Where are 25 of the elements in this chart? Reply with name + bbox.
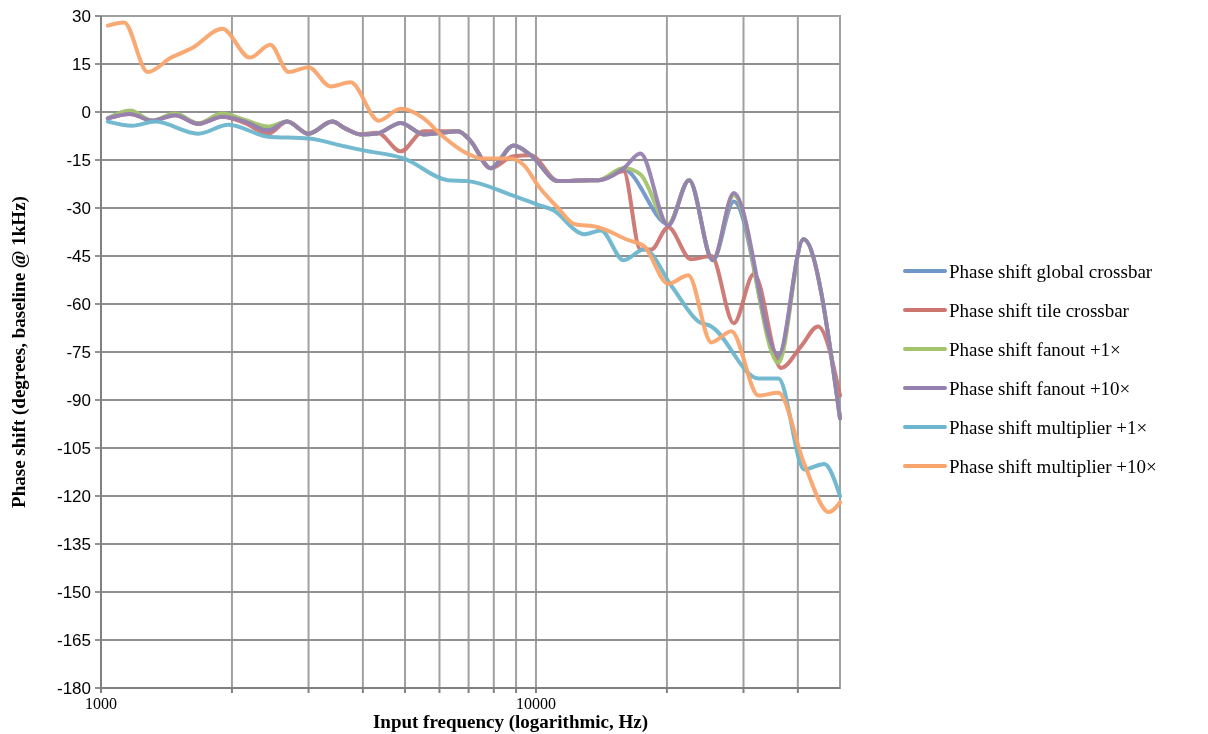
y-tick-label: 0: [81, 102, 91, 122]
y-tick-label: -165: [56, 630, 91, 650]
x-axis-title: Input frequency (logarithmic, Hz): [372, 711, 649, 733]
y-axis-title: Phase shift (degrees, baseline @ 1kHz): [8, 196, 30, 508]
y-tick-label: -135: [56, 534, 91, 554]
y-tick-label: -60: [66, 294, 91, 314]
y-tick-label: 30: [72, 6, 91, 26]
y-tick-label: -105: [56, 438, 91, 458]
y-tick-label: -30: [66, 198, 91, 218]
y-tick-label: -120: [56, 486, 91, 506]
legend-label: Phase shift fanout +1×: [949, 338, 1121, 360]
legend-label: Phase shift multiplier +1×: [949, 416, 1148, 438]
legend-label: Phase shift multiplier +10×: [949, 455, 1157, 477]
legend-label: Phase shift tile crossbar: [949, 299, 1130, 321]
legend-label: Phase shift fanout +10×: [949, 377, 1131, 399]
y-tick-label: -15: [66, 150, 91, 170]
y-tick-label: 15: [72, 54, 91, 74]
x-tick-label: 10000: [515, 695, 556, 712]
y-tick-label: -90: [66, 390, 91, 410]
y-tick-label: -180: [56, 678, 91, 698]
y-tick-label: -150: [56, 582, 91, 602]
y-tick-label: -75: [66, 342, 91, 362]
x-tick-label: 1000: [85, 695, 117, 712]
y-tick-label: -45: [66, 246, 91, 266]
legend-label: Phase shift global crossbar: [949, 260, 1153, 282]
